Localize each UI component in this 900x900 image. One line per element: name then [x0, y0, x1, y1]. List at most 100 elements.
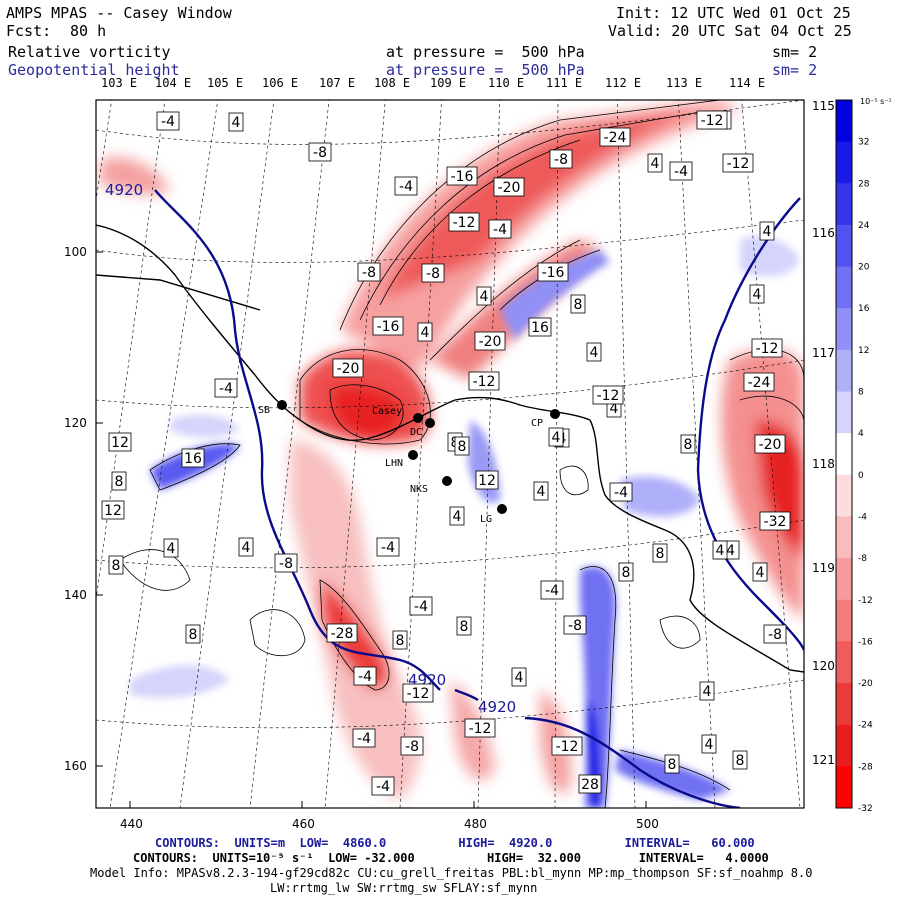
contour-label-box — [763, 624, 787, 644]
colorbar-cell — [836, 433, 852, 476]
contour-label-text: -12 — [597, 388, 620, 404]
contour-label-box — [111, 471, 127, 491]
contour-label-text: 8 — [396, 633, 405, 649]
contour-label-box — [394, 176, 418, 196]
x-tick-label: 480 — [464, 817, 487, 831]
field1-smoothing: sm= 2 — [772, 43, 818, 61]
height-label: 4920 — [478, 698, 516, 716]
contour-label-text: -4 — [358, 669, 372, 685]
vorticity-contour-info: CONTOURS: UNITS=10⁻⁵ s⁻¹ LOW= -32.000 HI… — [133, 851, 769, 865]
station-label-sb: SB — [258, 405, 270, 416]
colorbar-label: 8 — [858, 388, 864, 398]
lon-label-110e: 110 E — [488, 76, 525, 90]
station-label-nks: NKS — [410, 484, 428, 495]
contour-label-text: 4 — [651, 156, 660, 172]
contour-label-box — [696, 110, 728, 130]
contour-label-box — [647, 153, 663, 173]
colorbar-label: -20 — [858, 679, 873, 689]
map-title: AMPS MPAS -- Casey Window — [6, 4, 232, 22]
colorbar-label: -4 — [858, 512, 867, 522]
contour-label-box — [652, 543, 668, 563]
colorbar-label: -12 — [858, 596, 873, 606]
lon-label-106e: 106 E — [262, 76, 299, 90]
contour-label-box — [540, 580, 564, 600]
contour-label-box — [722, 153, 754, 173]
contour-label-box — [274, 553, 298, 573]
contour-label-box — [701, 734, 717, 754]
contour-label-box — [680, 434, 696, 454]
contour-label-text: 4 — [515, 670, 524, 686]
contour-label-box — [599, 127, 631, 147]
contour-label-text: 4 — [421, 325, 430, 341]
lon-label-108e: 108 E — [374, 76, 411, 90]
contour-label-box — [464, 718, 496, 738]
x-tick-label: 500 — [636, 817, 659, 831]
contour-label-text: 28 — [581, 777, 599, 793]
contour-label-text: 4 — [480, 289, 489, 305]
contour-label-text: -4 — [381, 540, 395, 556]
contour-label-text: -8 — [426, 266, 440, 282]
colorbar-label: -16 — [858, 637, 873, 647]
contour-label-text: 8 — [656, 546, 665, 562]
stations — [277, 400, 560, 514]
contour-label-text: 4 — [242, 540, 251, 556]
colorbar-cell — [836, 558, 852, 601]
contour-label-text: -16 — [542, 265, 565, 281]
contour-label-text: 8 — [668, 757, 677, 773]
contour-label-text: 4 — [453, 509, 462, 525]
contour-label-box — [548, 427, 564, 447]
lon-label-107e: 107 E — [319, 76, 356, 90]
y-tick-label: 120 — [64, 416, 87, 430]
contour-label-box — [669, 161, 693, 181]
valid-time: Valid: 20 UTC Sat 04 Oct 25 — [608, 22, 852, 40]
contour-label-text: -24 — [604, 130, 627, 146]
contour-label-box — [402, 683, 434, 703]
contour-label-box — [308, 142, 332, 162]
lon-label-112e: 112 E — [605, 76, 642, 90]
contour-label-box — [185, 624, 201, 644]
contour-label-text: 4 — [756, 565, 765, 581]
contour-label-text: -12 — [701, 113, 724, 129]
colorbar-label: 32 — [858, 138, 869, 148]
contour-label-box — [468, 371, 500, 391]
colorbar-cell — [836, 516, 852, 559]
contour-label-box — [664, 754, 680, 774]
lon-label-103e: 103 E — [101, 76, 138, 90]
contour-label-box — [214, 378, 238, 398]
contour-label-box — [551, 736, 583, 756]
colorbar-cell — [836, 641, 852, 684]
contour-label-box — [592, 385, 624, 405]
contour-label-box — [475, 470, 499, 490]
contour-label-box — [751, 338, 783, 358]
plot-frame — [95, 99, 805, 809]
colorbar: 32 28 24 20 16 12 8 4 0 -4 -8 -12 -16 -20 -24 -28 -32 — [835, 99, 873, 814]
colorbar-label: 16 — [858, 304, 870, 314]
colorbar-cell — [836, 141, 852, 184]
contour-label-text: 4 — [590, 345, 599, 361]
contour-label-text: 12 — [478, 473, 496, 489]
contour-label-box — [353, 666, 377, 686]
colorbar-unit: 10⁻⁵ s⁻¹ — [860, 97, 892, 106]
lon-label-114e: 114 E — [729, 76, 766, 90]
station-dot-dc — [425, 418, 435, 428]
contour-label-box — [537, 262, 569, 282]
contour-label-box — [476, 286, 492, 306]
contour-label-box — [449, 506, 465, 526]
contour-label-box — [181, 448, 205, 468]
contour-label-box — [101, 500, 125, 520]
contour-label-box — [371, 776, 395, 796]
contour-label-text: -20 — [759, 437, 782, 453]
contour-label-box — [228, 112, 244, 132]
contour-label-box — [376, 537, 400, 557]
contour-label-box — [759, 511, 791, 531]
latlon-grid — [96, 100, 804, 808]
contour-label-text: 4 — [705, 737, 714, 753]
colorbar-label: 12 — [858, 346, 869, 356]
contour-label-text: -12 — [473, 374, 496, 390]
colorbar-frame — [835, 99, 853, 809]
contour-label-box — [732, 750, 748, 770]
colorbar-label: -8 — [858, 554, 867, 564]
station-label-lhn: LHN — [385, 458, 403, 469]
contour-label-text: -12 — [756, 341, 779, 357]
